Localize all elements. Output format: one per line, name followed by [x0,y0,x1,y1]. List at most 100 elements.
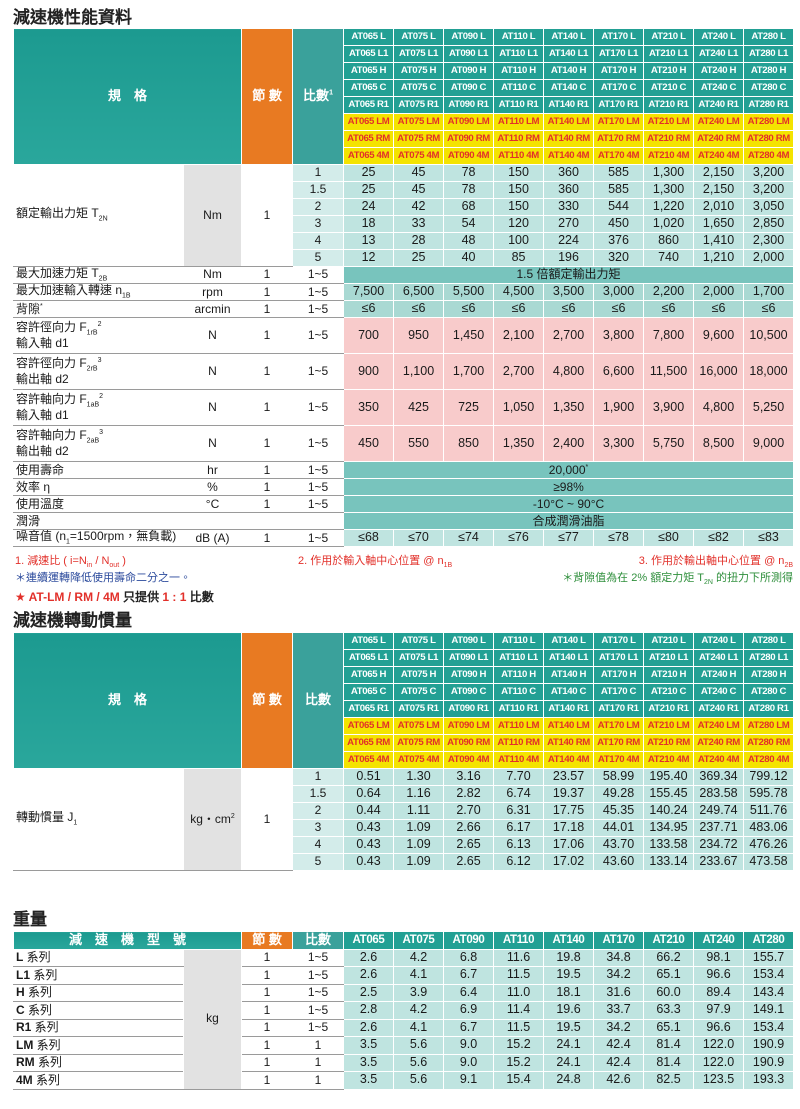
value: ≤83 [743,529,795,548]
text: ≤6 [511,301,526,316]
text: AT240 L [701,30,736,42]
row-label: H 系列 [13,983,184,1002]
text: 6.4 [459,984,478,999]
text: AT170 RM [597,736,640,748]
text: 3,000 [602,284,635,299]
text: 0.44 [356,803,381,818]
text: AT240 R1 [698,98,739,110]
row-label: 容許徑向力 F1rB2 輸入軸 d1 [13,317,184,355]
model-name: AT140 L [543,632,595,650]
ratio: 4 [292,836,345,854]
model-name: AT110 C [493,79,545,97]
text: dB (A) [195,530,230,545]
subscript: 2B [98,275,108,283]
text: 4 [314,837,322,852]
value: 133.58 [643,836,695,854]
value: 4.1 [393,1018,445,1037]
text: AT090 4M [447,753,490,765]
model-name: AT140 [543,931,595,950]
value: 1,100 [393,353,445,391]
value: 11.5 [493,1018,545,1037]
ratio: 1 [292,1036,345,1055]
value: 233.67 [693,853,745,871]
value: 149.1 [743,1001,795,1020]
ratio: 4 [292,232,345,250]
text: N [208,328,217,343]
value: 2,700 [493,353,545,391]
value: 9,600 [693,317,745,355]
ratio: 3 [292,215,345,233]
text: AT210 [652,933,685,946]
value: ≤77 [543,529,595,548]
text: AT140 4M [547,149,590,161]
value: 6.7 [443,966,495,985]
value: 82.5 [643,1071,695,1090]
value: 16,000 [693,353,745,391]
text: 15.2 [506,1054,531,1069]
value: 700 [343,317,395,355]
text: 1 [263,985,271,1000]
text: 額定輸出力矩 T [16,206,99,221]
value: 45 [393,181,445,199]
text: AT110 LM [497,115,540,127]
value: 369.34 [693,768,745,786]
text: ≤83 [758,530,779,545]
text: 2,150 [702,182,735,197]
text: 31.6 [606,984,631,999]
text: ＊背隙值為在 2% 額定力矩 T [562,572,704,584]
text: ≤76 [508,530,529,545]
merged-value: 1.5 倍額定輸出力矩 [343,265,795,285]
value: 6.4 [443,983,495,1002]
text: ≤6 [711,301,726,316]
table: 規 格節 數比數1 AT065 L AT075 L AT090 L AT110 L AT1… [12,28,795,548]
value: 23.57 [543,768,595,786]
text: 1,300 [652,182,685,197]
model-name: AT075 L1 [393,45,445,63]
subscript: 1aB [86,401,100,409]
row-label: 效率 η [13,478,184,497]
text: 360 [558,182,579,197]
stages: 1 [241,300,294,319]
data-row: RM 系列 1 1 3.5 5.6 9.0 15.2 24.1 42.4 81.4 122.0 190… [13,1053,795,1072]
text: 1.11 [406,803,431,818]
model-name: AT170 H [593,666,645,684]
text: AT065 LM [347,719,390,731]
stages: 1 [241,317,294,355]
text: 18,000 [749,363,788,378]
model-name: AT075 R1 [393,96,445,114]
text: 153.4 [752,1019,785,1034]
text: AT090 RM [447,132,490,144]
text: 369.34 [699,769,738,784]
text: AT110 H [501,668,536,680]
text: 1,050 [502,399,535,414]
model-name: AT240 4M [693,147,745,165]
text: AT065 L [351,634,386,646]
text: 149.1 [752,1002,785,1017]
text: 78 [461,182,476,197]
text: 3,900 [652,399,685,414]
value: 65.1 [643,1018,695,1037]
text: 4.1 [409,967,428,982]
text: AT210 R1 [648,98,689,110]
text: 1 [263,1072,271,1087]
note: ＊連續運轉降低使用壽命二分之一。 [15,569,191,585]
text: AT240 RM [697,736,740,748]
text: 1~5 [307,496,329,511]
text: 7.70 [506,769,531,784]
value: 85 [493,249,545,267]
text: 1~5 [307,479,329,494]
value: 45 [393,164,445,182]
model-name: AT140 RM [543,130,595,148]
value: 120 [493,215,545,233]
text: AT110 R1 [498,98,539,110]
value: 40 [443,249,495,267]
stages: 1 [241,983,294,1002]
value: 0.43 [343,853,395,871]
text: 320 [608,250,629,265]
text: 1 [314,1072,322,1087]
text: 24 [361,199,376,214]
value: 11.0 [493,983,545,1002]
text: % [207,479,218,494]
text: 5,250 [752,399,785,414]
text: ≤6 [611,301,626,316]
